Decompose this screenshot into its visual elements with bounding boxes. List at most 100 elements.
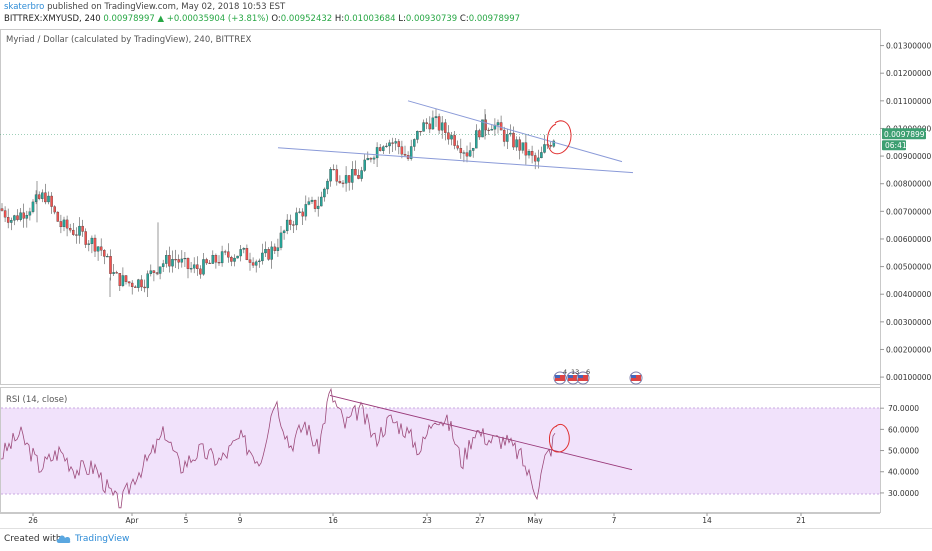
candle-body bbox=[456, 145, 459, 149]
time-tick-label: 16 bbox=[328, 516, 338, 524]
candle-body bbox=[397, 141, 401, 147]
symbol-label[interactable]: BITTREX:XMYUSD, 240 bbox=[4, 14, 101, 24]
candle-body bbox=[375, 147, 379, 159]
candle-body bbox=[518, 139, 521, 151]
candle-body bbox=[233, 257, 236, 262]
candle-body bbox=[31, 201, 35, 212]
candle-body bbox=[248, 259, 252, 263]
price-tick-label: 0.00400000 bbox=[886, 290, 932, 299]
price-tick-label: 0.00700000 bbox=[886, 207, 932, 216]
candle-body bbox=[413, 139, 416, 147]
candle-body bbox=[68, 228, 72, 231]
candle-body bbox=[165, 255, 168, 264]
time-tick-label: 21 bbox=[796, 516, 806, 524]
trendlines[interactable] bbox=[277, 100, 634, 471]
price-tick-label: 0.01300000 bbox=[886, 42, 932, 51]
candle-body bbox=[478, 130, 481, 138]
candle-body bbox=[366, 158, 370, 161]
candle-body bbox=[422, 122, 425, 132]
candle-body bbox=[382, 146, 385, 151]
ohlc-line: BITTREX:XMYUSD, 240 0.00978997 ▲ +0.0003… bbox=[4, 13, 520, 25]
candlestick-series bbox=[0, 108, 556, 297]
candle-body bbox=[533, 155, 537, 162]
time-tick-label: Apr bbox=[126, 516, 140, 524]
candle-body bbox=[403, 153, 407, 156]
candle-body bbox=[37, 194, 41, 199]
candle-body bbox=[320, 196, 323, 207]
time-tick-label: 5 bbox=[184, 516, 189, 524]
candle-body bbox=[205, 259, 208, 264]
candle-body bbox=[44, 192, 47, 203]
annotation-circle-price[interactable] bbox=[547, 120, 572, 155]
candle-body bbox=[459, 148, 463, 154]
candle-body bbox=[158, 266, 162, 274]
candle-body bbox=[335, 169, 339, 182]
candle-body bbox=[276, 247, 280, 251]
time-axis[interactable]: 26 Apr 5 9 16 23 27 May 7 14 21 bbox=[28, 513, 806, 525]
candle-body bbox=[140, 279, 143, 288]
trendline-rsi bbox=[329, 395, 633, 471]
candle-body bbox=[75, 234, 78, 236]
candle-body bbox=[437, 116, 441, 131]
candle-body bbox=[19, 212, 22, 220]
price-tick-label: 0.01200000 bbox=[886, 69, 932, 78]
author-link[interactable]: skaterbro bbox=[4, 2, 45, 12]
candle-body bbox=[50, 195, 53, 207]
candle-body bbox=[378, 147, 382, 151]
us-flag-canton-icon bbox=[578, 375, 583, 378]
candle-body bbox=[329, 169, 332, 182]
candle-body bbox=[487, 129, 490, 131]
candle-body bbox=[261, 252, 264, 262]
candle-body bbox=[25, 215, 29, 219]
candle-body bbox=[537, 157, 540, 162]
candle-body bbox=[385, 145, 388, 147]
candle-body bbox=[506, 134, 509, 142]
candle-body bbox=[53, 206, 56, 213]
candle-body bbox=[146, 273, 149, 289]
candle-body bbox=[363, 159, 366, 171]
candle-body bbox=[13, 215, 16, 221]
candle-body bbox=[227, 251, 230, 258]
candle-body bbox=[223, 251, 227, 253]
candle-body bbox=[47, 195, 50, 203]
last-price: 0.00978997 bbox=[103, 14, 155, 24]
candle-body bbox=[313, 199, 317, 209]
rsi-axis[interactable]: 70.0000 60.0000 50.0000 40.0000 30.0000 bbox=[880, 404, 919, 498]
candle-body bbox=[512, 132, 515, 148]
candle-body bbox=[282, 230, 286, 234]
price-tick-label: 0.00200000 bbox=[886, 345, 932, 354]
candle-body bbox=[440, 122, 444, 131]
candle-body bbox=[292, 224, 295, 226]
change-arrow-icon: ▲ bbox=[157, 14, 165, 24]
candle-body bbox=[341, 182, 345, 184]
candle-body bbox=[121, 275, 125, 286]
annotation-circle-rsi[interactable] bbox=[549, 423, 570, 453]
candle-body bbox=[453, 135, 456, 146]
price-tick-label: 0.00500000 bbox=[886, 263, 932, 272]
price-axis[interactable]: 0.013000000.012000000.011000000.01000000… bbox=[880, 42, 932, 383]
candle-body bbox=[425, 122, 428, 125]
candle-body bbox=[360, 170, 363, 179]
candle-body bbox=[285, 219, 289, 232]
price-pane[interactable] bbox=[0, 29, 881, 385]
chart-header: skaterbro published on TradingView.com, … bbox=[0, 0, 932, 26]
us-flag-canton-icon bbox=[631, 375, 636, 378]
candle-body bbox=[124, 275, 128, 282]
event-markers[interactable]: 4 13 6 bbox=[553, 368, 643, 385]
us-flag-canton-icon bbox=[568, 375, 573, 378]
chart-frame[interactable]: 0.013000000.012000000.011000000.01000000… bbox=[0, 27, 932, 525]
candle-body bbox=[3, 210, 7, 218]
candle-body bbox=[245, 248, 249, 260]
close-value: 0.00978997 bbox=[468, 14, 521, 24]
candle-body bbox=[199, 268, 202, 275]
candle-body bbox=[242, 248, 246, 250]
chart-svg[interactable]: 0.013000000.012000000.011000000.01000000… bbox=[0, 27, 932, 525]
candle-body bbox=[552, 140, 556, 147]
tradingview-link[interactable]: TradingView bbox=[75, 534, 130, 544]
rsi-line bbox=[0, 387, 556, 509]
candle-body bbox=[267, 249, 270, 260]
price-tick-label: 0.00800000 bbox=[886, 180, 932, 189]
trendline-upper bbox=[407, 100, 623, 163]
candle-body bbox=[230, 257, 233, 262]
candle-body bbox=[468, 150, 472, 157]
